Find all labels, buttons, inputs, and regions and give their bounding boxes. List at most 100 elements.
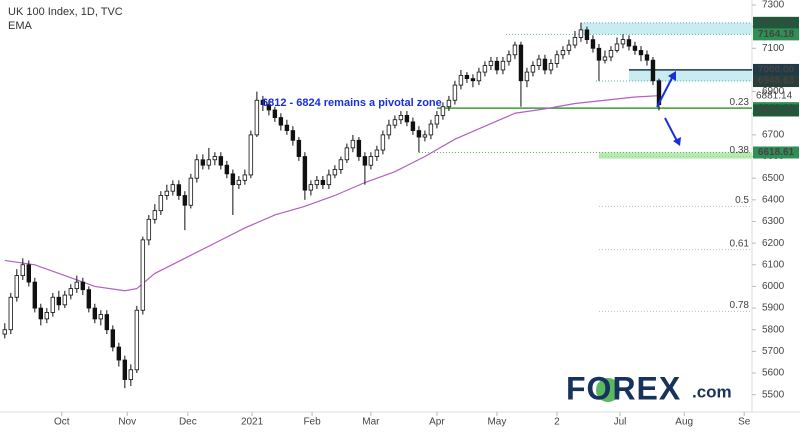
candle-body xyxy=(398,114,404,121)
candle-body xyxy=(608,50,614,58)
candle-body xyxy=(482,65,488,73)
candle-body xyxy=(104,314,110,331)
candle-body xyxy=(254,99,260,136)
candle-body xyxy=(98,314,104,320)
candle-body xyxy=(296,139,302,157)
arrow-up xyxy=(656,77,673,108)
candle-body xyxy=(110,329,116,348)
candle-body xyxy=(308,184,314,191)
level-box xyxy=(753,16,799,29)
level-box xyxy=(753,146,799,159)
candle-body xyxy=(488,60,494,66)
candle-body xyxy=(14,275,20,298)
candle-body xyxy=(56,296,62,306)
candle-body xyxy=(332,169,338,176)
candle-body xyxy=(248,134,254,176)
candle-body xyxy=(212,156,218,161)
y-tick-label: 6400 xyxy=(762,194,785,205)
candle-body xyxy=(584,29,590,41)
fib-label: 0.61 xyxy=(730,238,750,249)
candle-body xyxy=(152,210,158,220)
arrow-down xyxy=(664,117,678,142)
y-tick-label: 6900 xyxy=(762,86,785,97)
candle-body xyxy=(260,99,266,105)
candle-body xyxy=(194,159,200,179)
candle-body xyxy=(86,289,92,309)
candle-body xyxy=(452,84,458,101)
candle-body xyxy=(560,50,566,56)
candle-body xyxy=(380,134,386,151)
candle-body xyxy=(80,281,86,291)
candle-body xyxy=(404,114,410,123)
candle-body xyxy=(578,29,584,38)
candle-body xyxy=(278,117,284,126)
ema-line xyxy=(4,95,660,292)
candle-body xyxy=(326,174,332,186)
zone xyxy=(628,69,752,82)
candle-body xyxy=(176,184,182,196)
candle-body xyxy=(134,309,140,371)
candle-body xyxy=(386,124,392,136)
fib-label: 0.78 xyxy=(730,300,750,311)
candle-body xyxy=(242,174,248,181)
candle-body xyxy=(614,43,620,51)
candle-body xyxy=(368,156,374,166)
zone xyxy=(580,22,752,35)
candle-body xyxy=(170,184,176,192)
x-tick-label: Dec xyxy=(179,417,197,428)
candle-body xyxy=(224,164,230,175)
candle-body xyxy=(494,60,500,71)
candle-body xyxy=(230,173,236,186)
candle-body xyxy=(200,159,206,166)
candle-body xyxy=(62,294,68,306)
candle-body xyxy=(92,307,98,320)
candle-body xyxy=(74,281,80,289)
candle-body xyxy=(20,264,26,277)
candle-body xyxy=(512,44,518,56)
candle-body xyxy=(272,109,278,118)
annotation: 6812 - 6824 remains a pivotal zone xyxy=(262,97,442,109)
y-tick-label: 5500 xyxy=(762,389,785,400)
candle-body xyxy=(524,71,530,82)
candle-body xyxy=(536,58,542,66)
candle-body xyxy=(638,50,644,56)
candle-body xyxy=(566,44,572,51)
x-tick-label: Aug xyxy=(675,417,693,428)
y-tick-label: 5600 xyxy=(762,368,785,379)
candle-body xyxy=(476,71,482,82)
level-box xyxy=(753,104,799,117)
candle-body xyxy=(410,121,416,131)
chart-title: UK 100 Index, 1D, TVC xyxy=(8,6,123,18)
candle-body xyxy=(362,156,368,166)
y-tick-label: 6500 xyxy=(762,173,785,184)
y-tick-label: 6100 xyxy=(762,259,785,270)
level-box xyxy=(753,75,799,88)
candle-body xyxy=(344,147,350,161)
candle-body xyxy=(530,65,536,73)
candle-body xyxy=(644,54,650,61)
candle-body xyxy=(548,63,554,71)
y-tick-label: 6000 xyxy=(762,281,785,292)
candle-body xyxy=(374,149,380,157)
level-label: 6812.78 xyxy=(758,105,795,116)
candle-body xyxy=(518,44,524,82)
candle-body xyxy=(8,296,14,331)
candle-body xyxy=(500,60,506,71)
candle-body xyxy=(128,369,134,380)
y-tick-label: 7300 xyxy=(762,0,785,11)
candle-body xyxy=(590,39,596,49)
x-tick-label: Feb xyxy=(303,417,321,428)
x-tick-label: Nov xyxy=(118,417,136,428)
candle-body xyxy=(146,218,152,241)
candle-body xyxy=(392,119,398,126)
candle-body xyxy=(554,54,560,64)
candle-body xyxy=(620,39,626,45)
y-tick-label: 6700 xyxy=(762,130,785,141)
x-tick-label: 2021 xyxy=(241,417,264,428)
candle-body xyxy=(188,177,194,206)
candle-body xyxy=(284,124,290,131)
watermark-brand: FOREX xyxy=(566,370,681,406)
level-label: 7000.00 xyxy=(758,65,795,76)
candle-body xyxy=(32,281,38,309)
